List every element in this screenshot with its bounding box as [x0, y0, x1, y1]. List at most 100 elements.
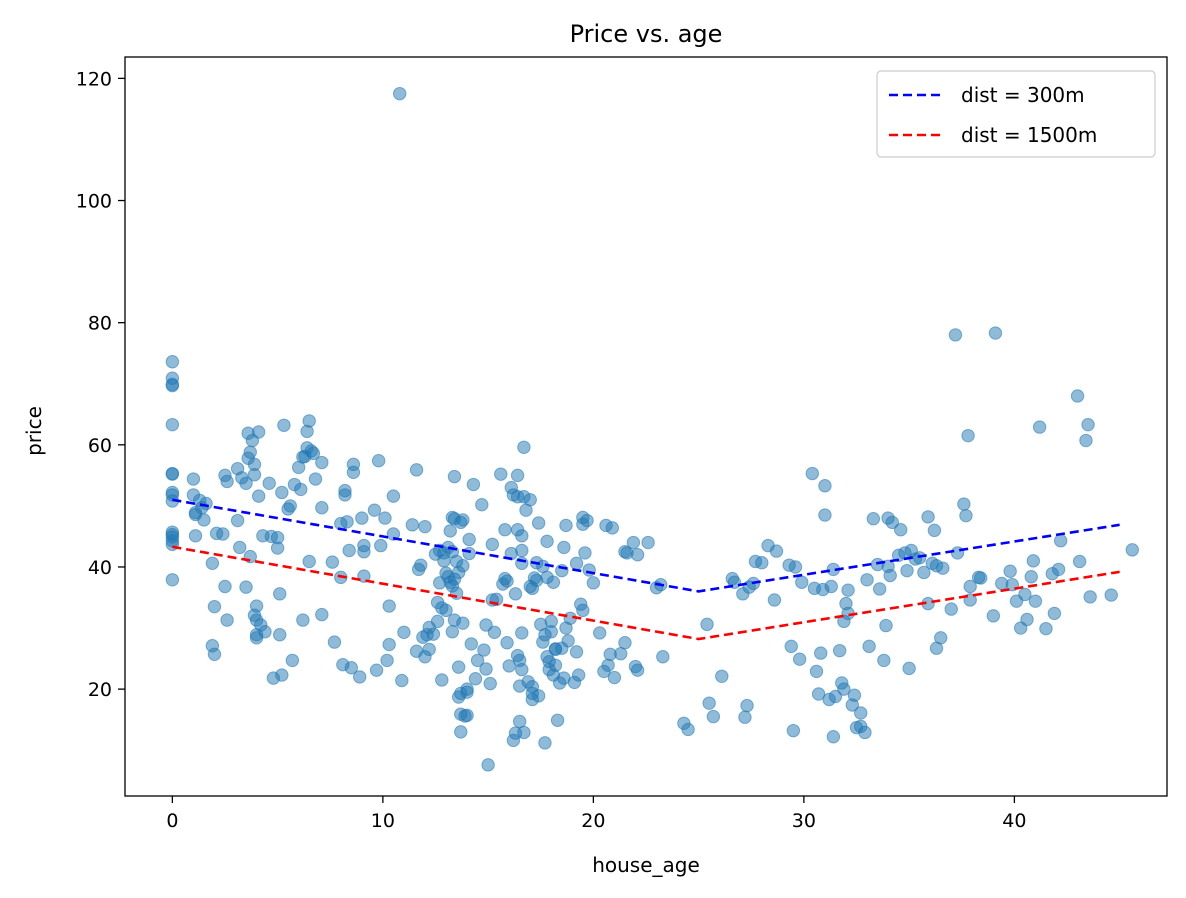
scatter-point	[243, 445, 257, 459]
scatter-point	[355, 511, 369, 525]
scatter-point	[847, 688, 862, 702]
scatter-point	[1072, 554, 1087, 569]
scatter-point	[308, 472, 323, 486]
scatter-point	[740, 698, 754, 713]
scatter-point	[207, 599, 222, 614]
scatter-point	[841, 583, 855, 597]
y-tick-label: 40	[88, 557, 112, 579]
scatter-point	[961, 428, 975, 443]
scatter-point	[249, 599, 264, 613]
scatter-point	[510, 468, 525, 483]
scatter-point	[988, 326, 1003, 340]
scatter-point	[656, 650, 670, 664]
scatter-point	[515, 626, 529, 640]
x-tick-label: 10	[371, 810, 395, 832]
scatter-point	[188, 529, 203, 543]
scatter-point	[382, 599, 396, 613]
scatter-point	[824, 579, 838, 594]
scatter-point	[273, 628, 287, 642]
scatter-point	[481, 758, 495, 772]
scatter-point	[220, 613, 234, 627]
plot-area	[125, 57, 1167, 796]
scatter-point	[862, 639, 876, 654]
x-tick-label: 30	[792, 810, 816, 832]
scatter-point	[828, 689, 843, 704]
scatter-point	[912, 551, 927, 565]
scatter-point	[270, 541, 285, 555]
scatter-point	[814, 646, 828, 660]
scatter-point	[515, 529, 529, 543]
scatter-point	[327, 635, 342, 649]
scatter-point	[826, 730, 841, 744]
scatter-point	[165, 355, 180, 369]
fit-lines	[172, 498, 1120, 641]
scatter-point	[702, 696, 716, 710]
chart-title: Price vs. age	[570, 20, 723, 48]
scatter-point	[523, 493, 537, 507]
scatter-point	[944, 602, 958, 616]
scatter-point	[517, 440, 531, 454]
scatter-point	[357, 538, 371, 553]
scatter-point	[738, 710, 752, 724]
scatter-point	[325, 555, 340, 569]
scatter-point	[353, 670, 367, 684]
scatter-point	[517, 725, 531, 740]
scatter-point	[470, 653, 485, 668]
scatter-point	[894, 523, 908, 537]
scatter-point	[315, 501, 329, 515]
scatter-point	[1024, 570, 1038, 584]
scatter-point	[395, 673, 409, 688]
scatter-point	[483, 676, 497, 691]
scatter-point	[247, 457, 262, 472]
scatter-point	[601, 658, 615, 672]
scatter-point	[315, 455, 329, 470]
scatter-point	[1081, 417, 1095, 432]
scatter-point	[302, 414, 316, 428]
scatter-point	[755, 556, 769, 570]
scatter-point	[216, 527, 230, 541]
scatter-point	[877, 653, 891, 668]
scatter-point	[283, 499, 297, 513]
scatter-point	[468, 672, 483, 686]
scatter-point	[439, 603, 453, 618]
x-axis-label: house_age	[592, 853, 700, 877]
scatter-point	[1125, 543, 1139, 557]
scatter-point	[422, 642, 436, 657]
scatter-point	[418, 519, 432, 534]
scatter-point	[578, 546, 592, 560]
scatter-point	[700, 617, 714, 632]
legend-label-1500m: dist = 1500m	[961, 123, 1097, 147]
scatter-point	[502, 659, 516, 673]
scatter-point	[258, 625, 272, 639]
scatter-point	[479, 618, 493, 632]
scatter-point	[367, 503, 382, 517]
scatter-point	[715, 669, 729, 683]
scatter-point	[218, 579, 232, 594]
scatter-point	[1047, 606, 1062, 621]
scatter-point	[927, 523, 942, 538]
scatter-point	[165, 467, 180, 481]
scatter-point	[1026, 554, 1041, 568]
scatter-points	[165, 86, 1139, 772]
legend: dist = 300m dist = 1500m	[876, 70, 1156, 158]
scatter-point	[885, 515, 899, 530]
scatter-point	[447, 469, 462, 484]
scatter-point	[340, 515, 354, 529]
scatter-point	[443, 524, 457, 538]
scatter-point	[262, 476, 276, 490]
scatter-point	[786, 723, 801, 738]
y-tick-label: 120	[76, 68, 112, 90]
scatter-point	[251, 425, 266, 439]
scatter-point	[986, 609, 1001, 623]
scatter-point	[285, 653, 300, 668]
scatter-point	[866, 512, 881, 526]
scatter-point	[854, 706, 868, 720]
scatter-point	[784, 639, 798, 654]
scatter-point	[706, 709, 721, 724]
scatter-point	[959, 508, 973, 523]
scatter-point	[883, 568, 897, 583]
y-tick-label: 80	[88, 313, 112, 335]
scatter-point	[487, 625, 502, 640]
scatter-point	[207, 647, 222, 662]
scatter-point	[498, 523, 512, 537]
